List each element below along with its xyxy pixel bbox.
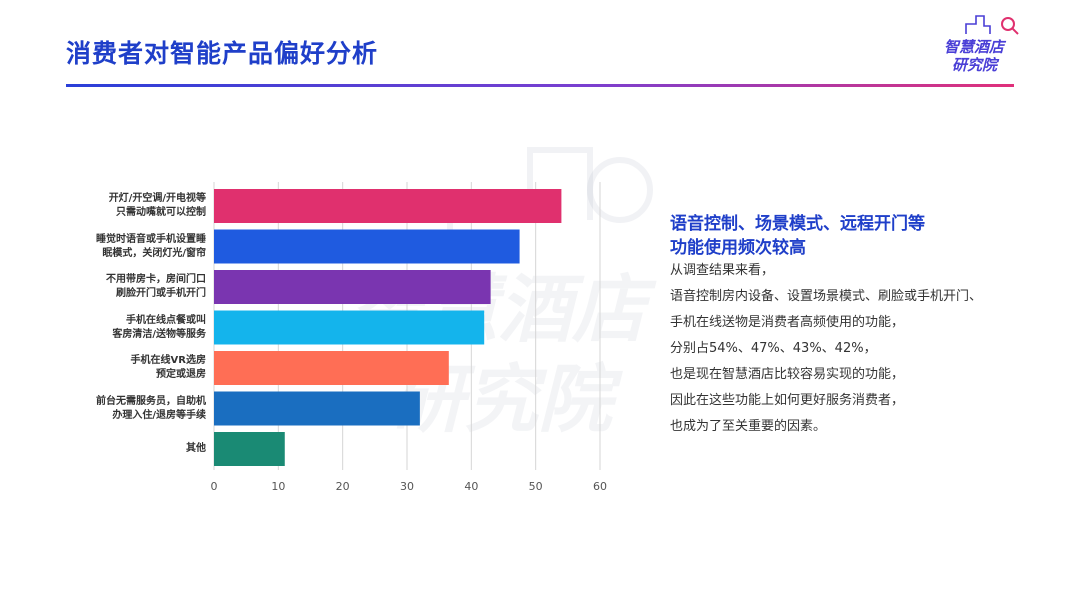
header-divider	[66, 84, 1014, 87]
category-label-line: 前台无需服务员，自助机	[96, 395, 206, 407]
insight-body-line: 从调查结果来看，	[670, 263, 775, 278]
category-label-line: 眠模式，关闭灯光/窗帘	[102, 247, 206, 259]
insight-body-line: 因此在这些功能上如何更好服务消费者，	[670, 393, 905, 408]
insight-title: 语音控制、场景模式、远程开门等 功能使用频次较高	[670, 212, 1030, 260]
insight-body-line: 也是现在智慧酒店比较容易实现的功能，	[670, 367, 905, 382]
category-label-line: 刷脸开门或手机开门	[116, 288, 206, 299]
category-label: 开灯/开空调/开电视等只需动嘴就可以控制	[70, 192, 206, 220]
x-tick-label: 10	[271, 480, 285, 493]
bar	[214, 351, 449, 385]
category-label-line: 不用带房卡，房间门口	[106, 274, 206, 285]
category-label-line: 其他	[186, 443, 206, 454]
category-label-line: 手机在线点餐或叫	[126, 314, 206, 326]
insight-body-line: 手机在线送物是消费者高频使用的功能，	[670, 315, 905, 330]
insight-body: 从调查结果来看， 语音控制房内设备、设置场景模式、刷脸或手机开门、 手机在线送物…	[670, 258, 1050, 440]
x-tick-label: 40	[464, 480, 478, 493]
insight-body-line: 语音控制房内设备、设置场景模式、刷脸或手机开门、	[670, 289, 983, 304]
category-label-line: 手机在线VR选房	[130, 355, 206, 366]
category-label: 不用带房卡，房间门口刷脸开门或手机开门	[70, 273, 206, 301]
insight-body-line: 分别占54%、47%、43%、42%，	[670, 341, 877, 356]
insight-body-line: 也成为了至关重要的因素。	[670, 419, 827, 434]
bar	[214, 270, 491, 304]
bar	[214, 229, 520, 264]
logo: 智慧酒店 研究院	[936, 14, 1026, 78]
category-label-line: 预定或退房	[156, 369, 206, 380]
logo-text-line1: 智慧酒店	[944, 38, 1005, 56]
category-label-line: 开灯/开空调/开电视等	[108, 193, 206, 204]
bar	[214, 391, 420, 426]
insight-title-line: 语音控制、场景模式、远程开门等	[670, 214, 925, 234]
bar	[214, 189, 562, 223]
category-label-line: 只需动嘴就可以控制	[116, 207, 206, 218]
x-tick-label: 30	[400, 480, 414, 493]
insight-title-line: 功能使用频次较高	[670, 238, 806, 258]
x-tick-label: 50	[529, 480, 543, 493]
x-tick-label: 0	[211, 480, 218, 493]
category-label: 前台无需服务员，自助机办理入住/退房等手续	[70, 395, 206, 423]
category-label-line: 客房清洁/送物等服务	[112, 328, 206, 340]
category-label: 睡觉时语音或手机设置睡 眠模式，关闭灯光/窗帘	[70, 233, 206, 261]
page-title: 消费者对智能产品偏好分析	[66, 39, 379, 68]
category-label: 手机在线点餐或叫客房清洁/送物等服务	[70, 314, 206, 342]
logo-text-line2: 研究院	[952, 56, 998, 74]
x-tick-label: 60	[593, 480, 607, 493]
bar	[214, 432, 285, 466]
x-tick-label: 20	[336, 480, 350, 493]
category-label: 手机在线VR选房预定或退房	[70, 354, 206, 382]
category-label: 其他	[70, 442, 206, 456]
logo-building-icon	[965, 15, 1019, 35]
bar	[214, 310, 485, 345]
category-label-line: 办理入住/退房等手续	[112, 409, 206, 421]
category-label-line: 睡觉时语音或手机设置睡	[96, 233, 206, 245]
